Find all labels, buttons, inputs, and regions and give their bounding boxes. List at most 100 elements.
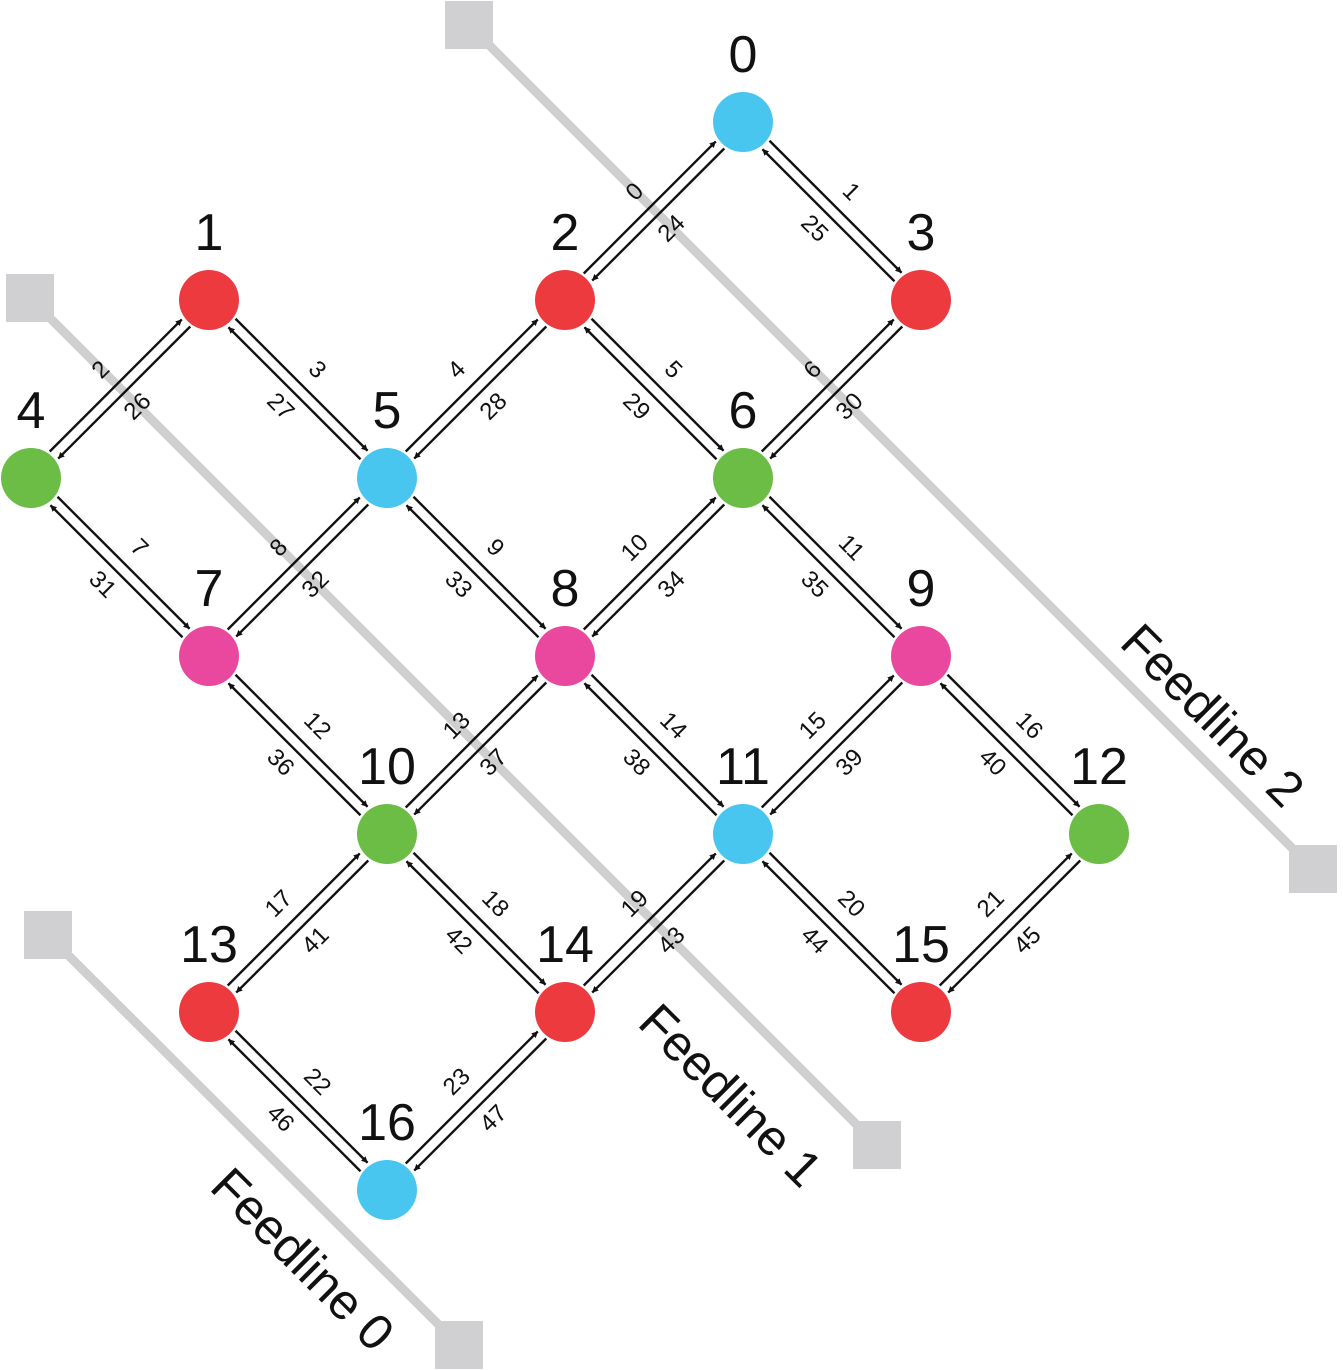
edge-label-3: 3	[303, 356, 332, 385]
qubit-11-label: 11	[716, 738, 770, 796]
edge-arrow-42	[405, 860, 540, 995]
qubit-13-label: 13	[180, 916, 238, 974]
edge-label-15: 15	[794, 707, 832, 745]
qubit-15: 15	[891, 916, 951, 1042]
qubit-6-label: 6	[729, 382, 758, 440]
edge-arrow-37	[413, 681, 548, 816]
edge-arrow-40	[939, 682, 1074, 817]
qubit-5-circle	[357, 448, 417, 508]
qubit-8-circle	[535, 626, 595, 686]
edge-arrow-17	[226, 852, 361, 987]
qubit-16: 16	[357, 1094, 417, 1220]
feedline-layer	[6, 1, 1337, 1369]
edge-arrow-27	[227, 326, 362, 461]
feedline-2-pad-start	[445, 1, 493, 49]
edge-arrow-13	[404, 674, 539, 809]
qubit-0-label: 0	[729, 26, 758, 84]
qubit-13-circle	[179, 982, 239, 1042]
edge-arrow-6	[760, 318, 895, 453]
edge-arrow-25	[761, 148, 896, 283]
edge-arrow-43	[591, 859, 726, 994]
qubit-4-label: 4	[17, 382, 46, 440]
edge-arrow-3	[234, 317, 369, 452]
edge-arrow-8	[226, 496, 361, 631]
qubit-9-circle	[891, 626, 951, 686]
qubit-11: 11	[713, 738, 773, 864]
edge-label-20: 20	[832, 885, 870, 923]
qubit-2: 2	[535, 204, 595, 330]
feedline-1-pad-start	[6, 274, 54, 322]
edge-label-16: 16	[1010, 707, 1048, 745]
qubit-10-circle	[357, 804, 417, 864]
qubit-1: 1	[179, 204, 239, 330]
qubit-10-label: 10	[358, 738, 416, 796]
edge-arrow-38	[583, 682, 718, 817]
edge-arrow-30	[769, 325, 904, 460]
edge-arrow-36	[227, 682, 362, 817]
qubit-14-label: 14	[536, 916, 594, 974]
edge-label-18: 18	[476, 885, 514, 923]
qubit-11-circle	[713, 804, 773, 864]
edge-arrow-9	[412, 495, 547, 630]
qubit-16-label: 16	[358, 1094, 416, 1152]
edge-arrow-21	[938, 852, 1073, 987]
qubit-8-label: 8	[551, 560, 580, 618]
edge-arrow-22	[234, 1029, 369, 1164]
edge-arrow-7	[56, 495, 191, 630]
edge-arrow-18	[412, 851, 547, 986]
edge-label-23: 23	[438, 1063, 476, 1101]
edge-arrow-33	[405, 504, 540, 639]
qubit-7-label: 7	[195, 560, 224, 618]
qubit-10: 10	[357, 738, 417, 864]
edge-arrow-35	[761, 504, 896, 639]
edge-label-12: 12	[298, 707, 336, 745]
qubit-2-label: 2	[551, 204, 580, 262]
edge-arrow-14	[590, 673, 725, 808]
coupler-2-6: 529	[583, 317, 725, 461]
edge-arrow-15	[760, 674, 895, 809]
edge-arrow-12	[234, 673, 369, 808]
qubit-5-label: 5	[373, 382, 402, 440]
qubit-13: 13	[179, 916, 239, 1042]
qubit-1-label: 1	[195, 204, 224, 262]
edge-label-10: 10	[616, 529, 654, 567]
coupler-5-2: 428	[404, 318, 548, 460]
qubit-0: 0	[713, 26, 773, 152]
edge-arrow-23	[404, 1030, 539, 1165]
qubit-9-label: 9	[907, 560, 936, 618]
edge-arrow-45	[947, 859, 1082, 994]
edge-arrow-1	[768, 139, 903, 274]
edge-label-5: 5	[659, 356, 688, 385]
feedline-1-pad-end	[853, 1121, 901, 1169]
qubit-15-label: 15	[892, 916, 950, 974]
edge-arrow-41	[235, 859, 370, 994]
feedline-2	[445, 1, 1337, 893]
feedline-1	[6, 274, 901, 1169]
edge-label-21: 21	[972, 885, 1010, 923]
edge-arrow-26	[57, 325, 192, 460]
feedline-0	[24, 911, 483, 1369]
qubit-5: 5	[357, 382, 417, 508]
edge-label-22: 22	[298, 1063, 336, 1101]
coupler-4-7: 731	[49, 495, 191, 639]
edge-arrow-24	[591, 147, 726, 282]
edge-arrow-29	[583, 326, 718, 461]
coupler-5-8: 933	[405, 495, 547, 639]
coupler-1-5: 327	[227, 317, 369, 461]
qubit-6-circle	[713, 448, 773, 508]
qubit-12-circle	[1069, 804, 1129, 864]
edge-arrow-46	[227, 1038, 362, 1173]
feedline-1-line	[26, 294, 881, 1149]
edge-label-1: 1	[837, 178, 866, 207]
edge-arrow-19	[582, 852, 717, 987]
